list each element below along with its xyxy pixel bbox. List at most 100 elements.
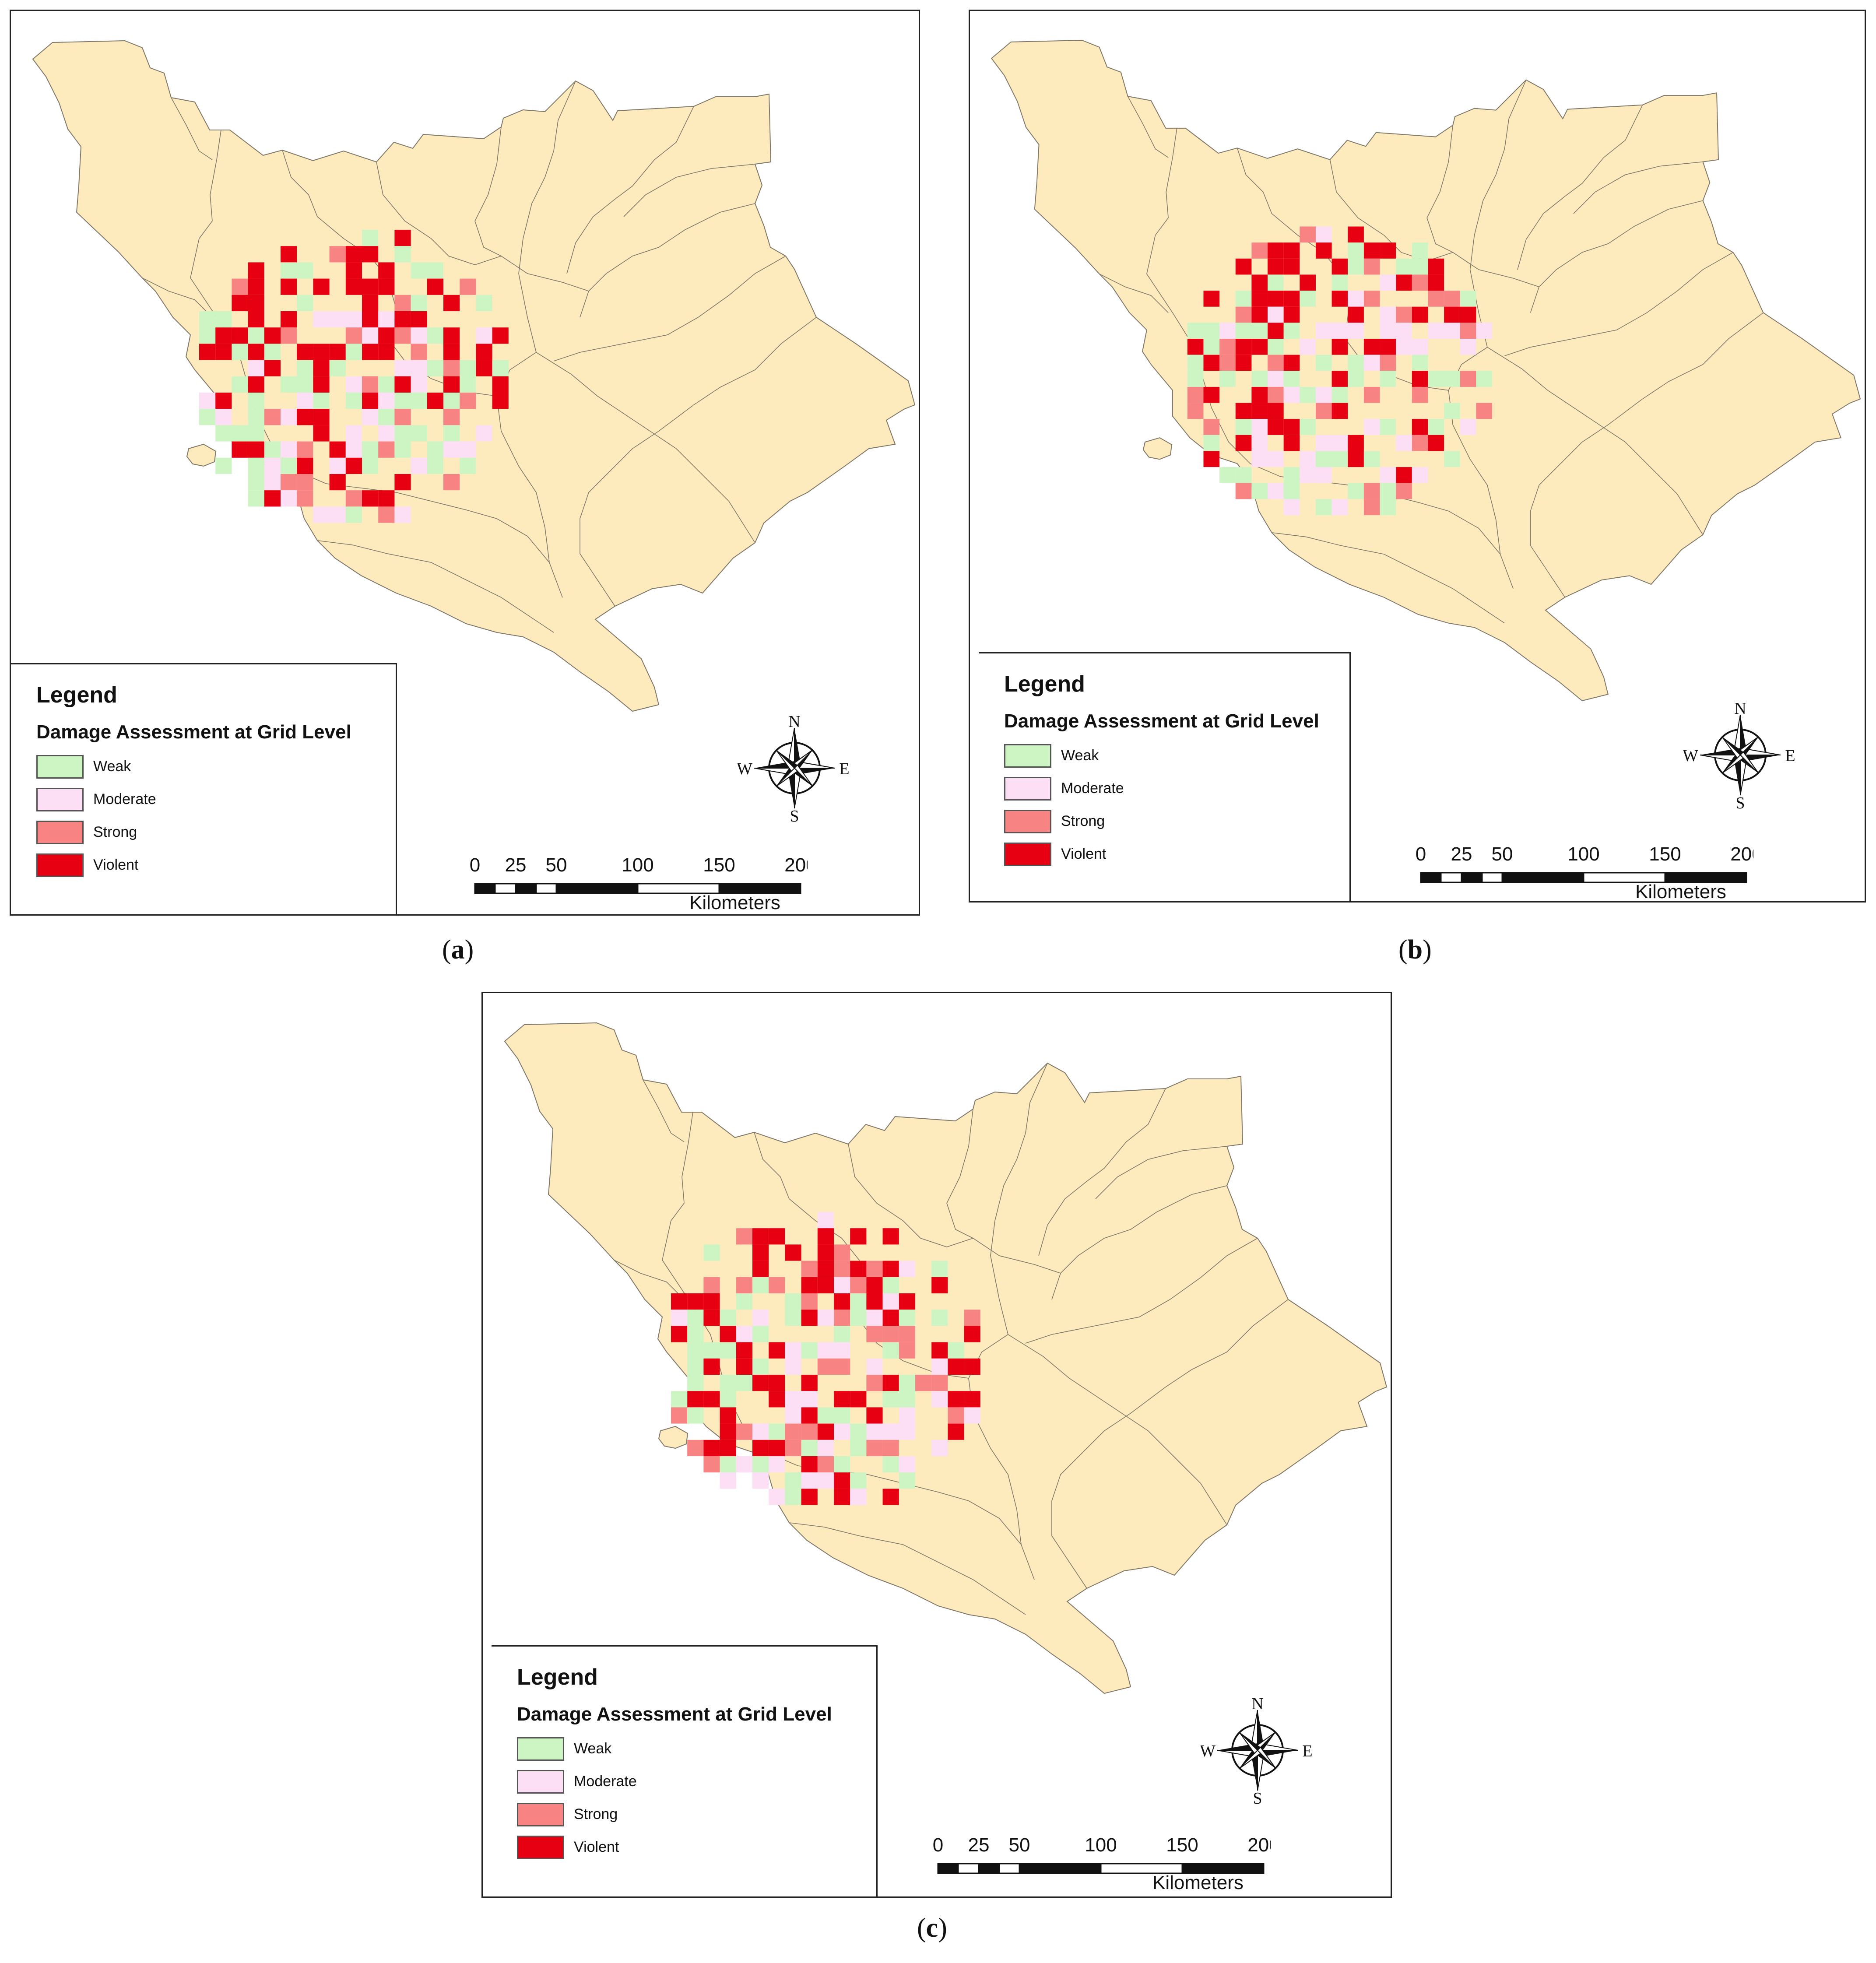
grid-cell — [443, 425, 460, 442]
grid-cell — [899, 1407, 915, 1424]
grid-cell — [769, 1277, 785, 1293]
grid-cell — [882, 1261, 899, 1277]
scale-bar: 0 25 50 100 150 200 Kilometers — [470, 854, 808, 913]
grid-cell — [1283, 242, 1300, 259]
grid-cell — [1268, 338, 1284, 355]
grid-cell — [948, 1423, 964, 1440]
grid-cell — [1203, 355, 1220, 371]
legend-label: Weak — [93, 758, 131, 775]
grid-cell — [866, 1310, 883, 1326]
grid-cell — [964, 1407, 980, 1424]
grid-cell — [720, 1310, 736, 1326]
scale-tick-label: 50 — [546, 854, 567, 876]
grid-cell — [443, 376, 460, 393]
grid-cell — [476, 344, 492, 360]
grid-cell — [411, 295, 427, 311]
grid-cell — [1412, 338, 1428, 355]
grid-cell — [1187, 338, 1204, 355]
grid-cell — [1235, 403, 1252, 419]
district-boundary — [580, 404, 694, 607]
grid-cell — [264, 409, 281, 425]
grid-cell — [362, 490, 379, 507]
grid-cell — [1476, 323, 1493, 339]
legend-label: Moderate — [93, 791, 156, 808]
grid-cell — [882, 1277, 899, 1293]
grid-cell — [736, 1342, 752, 1359]
grid-cell — [752, 1277, 769, 1293]
grid-cell — [769, 1228, 785, 1245]
legend-subtitle: Damage Assessment at Grid Level — [1004, 710, 1319, 732]
grid-cell — [915, 1375, 932, 1391]
grid-cell — [232, 327, 248, 344]
grid-cell — [1331, 258, 1348, 275]
grid-cell — [1203, 291, 1220, 307]
grid-cell — [427, 262, 443, 279]
compass-e: E — [839, 760, 849, 778]
grid-cell — [1460, 291, 1476, 307]
grid-cell — [850, 1472, 867, 1489]
grid-cell — [264, 457, 281, 474]
grid-cell — [720, 1375, 736, 1391]
grid-cell — [769, 1391, 785, 1408]
grid-cell — [948, 1358, 964, 1375]
grid-cell — [899, 1375, 915, 1391]
scale-tick-label: 150 — [1166, 1834, 1198, 1856]
district-boundary — [1099, 274, 1169, 313]
grid-cell — [1268, 403, 1284, 419]
grid-cell — [394, 393, 411, 409]
caption-open: ( — [442, 935, 451, 965]
compass-e: E — [1302, 1742, 1312, 1760]
grid-cell — [882, 1440, 899, 1456]
grid-cell — [362, 441, 379, 458]
district-boundary — [946, 1109, 1061, 1274]
grid-cell — [801, 1472, 818, 1489]
grid-cell — [1251, 242, 1268, 259]
grid-cell — [232, 295, 248, 311]
grid-cell — [232, 344, 248, 360]
caption-open: ( — [917, 1913, 926, 1943]
grid-cell — [248, 311, 264, 328]
grid-cell — [1348, 435, 1364, 451]
grid-cell — [948, 1342, 964, 1359]
grid-cell — [297, 441, 313, 458]
legend-swatch-moderate — [1004, 776, 1051, 801]
grid-cell — [427, 441, 443, 458]
grid-cell — [443, 360, 460, 376]
grid-cell — [394, 311, 411, 328]
grid-cell — [1412, 274, 1428, 291]
grid-cell — [671, 1326, 688, 1342]
grid-cell — [801, 1440, 818, 1456]
grid-cell — [1363, 291, 1380, 307]
grid-cell — [1268, 355, 1284, 371]
grid-cell — [476, 295, 492, 311]
grid-cell — [1380, 338, 1396, 355]
grid-cell — [264, 327, 281, 344]
grid-cell — [1235, 306, 1252, 323]
grid-cell — [1300, 467, 1316, 483]
grid-cell — [1380, 306, 1396, 323]
grid-cell — [1187, 386, 1204, 403]
grid-cell — [834, 1310, 850, 1326]
grid-cell — [1363, 258, 1380, 275]
grid-cell — [378, 344, 395, 360]
grid-cell — [1363, 499, 1380, 516]
grid-cell — [1348, 483, 1364, 499]
grid-cell — [850, 1261, 867, 1277]
grid-cell — [297, 262, 313, 279]
grid-cell — [817, 1261, 834, 1277]
grid-cell — [1251, 483, 1268, 499]
grid-cell — [882, 1423, 899, 1440]
map-panel-c: Legend Damage Assessment at Grid Level W… — [481, 992, 1392, 1898]
district-boundary — [623, 164, 755, 217]
grid-cell — [801, 1456, 818, 1473]
grid-cell — [1363, 338, 1380, 355]
grid-cell — [281, 327, 297, 344]
grid-cell — [492, 360, 509, 376]
caption-c: (c) — [917, 1913, 947, 1944]
grid-cell — [411, 393, 427, 409]
grid-cell — [769, 1456, 785, 1473]
grid-cell — [931, 1391, 948, 1408]
grid-cell — [1251, 371, 1268, 387]
grid-cell — [834, 1261, 850, 1277]
grid-cell — [248, 327, 264, 344]
